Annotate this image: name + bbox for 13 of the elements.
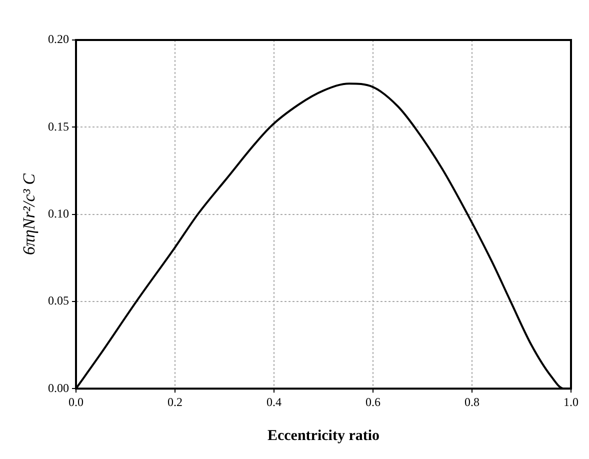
y-tick-label: 0.10: [48, 206, 69, 220]
x-axis-title: Eccentricity ratio: [267, 428, 380, 444]
x-tick-label: 0.6: [366, 394, 380, 409]
y-tick-label: 0.20: [48, 32, 69, 46]
y-axis-title: 6πηNr²/c³ C: [19, 172, 38, 256]
x-tick-label: 0.8: [464, 394, 480, 409]
x-tick-label: 0.4: [266, 394, 282, 409]
x-tick-label: 0.2: [168, 394, 182, 409]
y-tick-label: 0.05: [48, 294, 69, 308]
x-tick-label: 1.0: [564, 394, 578, 409]
x-tick-label: 0.0: [68, 394, 84, 409]
y-tick-label: 0.00: [48, 380, 69, 395]
y-tick-label: 0.15: [48, 119, 69, 134]
